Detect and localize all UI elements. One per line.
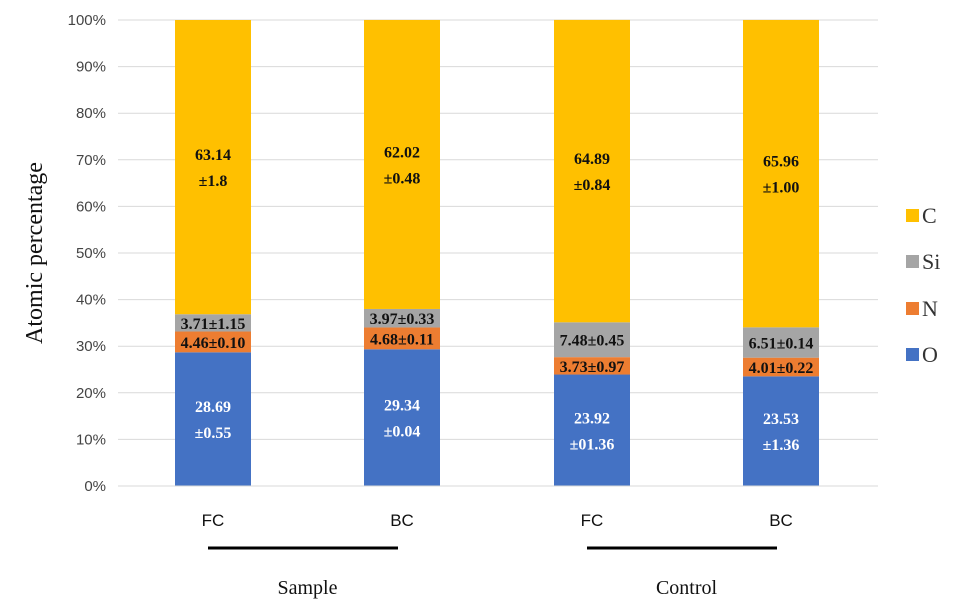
bar-segment-si xyxy=(554,322,630,358)
y-tick-label: 90% xyxy=(76,59,106,76)
data-label-o: 23.53 ±1.36 xyxy=(763,411,800,454)
data-label-o: 23.92 ±01.36 xyxy=(570,410,615,453)
bar-segment-c xyxy=(175,20,251,315)
y-tick-label: 60% xyxy=(76,198,106,215)
data-label-c: 64.89 ±0.84 xyxy=(574,151,611,194)
bar-segment-c xyxy=(743,19,819,328)
data-label-c: 62.02 ±0.48 xyxy=(384,144,421,187)
x-tick-label: FC xyxy=(202,511,225,530)
bar-segment-n xyxy=(175,331,251,353)
y-tick-label: 50% xyxy=(76,245,106,262)
bar-segment-o xyxy=(175,352,251,486)
legend-swatch-c xyxy=(906,209,919,222)
x-tick-label: BC xyxy=(769,511,793,530)
data-label-c: 65.96 ±1.00 xyxy=(763,154,800,197)
data-label-si: 3.97±0.33 xyxy=(370,311,435,328)
legend-label-si: Si xyxy=(922,249,940,274)
bar-segment-o xyxy=(743,376,819,486)
x-tick-label: BC xyxy=(390,511,414,530)
legend-swatch-si xyxy=(906,255,919,268)
x-axis-ticks: FC BC FC BC xyxy=(202,511,793,530)
data-label-c: 63.14 ±1.8 xyxy=(195,147,231,190)
group-label: Control xyxy=(656,577,718,599)
x-tick-label: FC xyxy=(581,511,604,530)
legend-label-c: C xyxy=(922,203,937,228)
bar-segment-c xyxy=(364,19,440,309)
data-label-si: 6.51±0.14 xyxy=(749,335,814,352)
bar-segment-n xyxy=(743,357,819,377)
y-axis-label: Atomic percentage xyxy=(22,162,48,344)
y-tick-label: 70% xyxy=(76,152,106,169)
y-tick-label: 100% xyxy=(68,12,106,29)
bar-segment-c xyxy=(554,19,630,323)
bar-segment-si xyxy=(175,314,251,332)
bar-segment-n xyxy=(364,327,440,350)
bar-segment-n xyxy=(554,357,630,375)
data-label-n: 3.73±0.97 xyxy=(560,359,625,376)
data-label-n: 4.01±0.22 xyxy=(749,360,814,377)
y-tick-label: 0% xyxy=(84,478,106,495)
segment-labels: 28.69 ±0.55 4.46±0.10 3.71±1.15 63.14 ±1.8 29.… xyxy=(181,144,814,454)
data-label-o: 28.69 ±0.55 xyxy=(195,399,232,442)
data-label-o: 29.34 ±0.04 xyxy=(384,398,421,441)
y-tick-label: 40% xyxy=(76,292,106,309)
legend-swatch-o xyxy=(906,348,919,361)
data-label-n: 4.68±0.11 xyxy=(370,331,434,348)
data-label-si: 3.71±1.15 xyxy=(181,316,246,333)
data-label-n: 4.46±0.10 xyxy=(181,335,246,352)
legend-label-n: N xyxy=(922,296,938,321)
legend-swatch-n xyxy=(906,302,919,315)
group-labels: Sample Control xyxy=(208,546,777,599)
bar-segment-o xyxy=(554,374,630,486)
bar-segment-si xyxy=(364,308,440,328)
y-tick-label: 20% xyxy=(76,385,106,402)
y-tick-label: 80% xyxy=(76,105,106,122)
y-axis-ticks: 0% 10% 20% 30% 40% 50% 60% 70% 80% 90% 100% xyxy=(68,12,106,495)
group-label: Sample xyxy=(278,577,338,599)
y-tick-label: 30% xyxy=(76,338,106,355)
bar-segment-o xyxy=(364,349,440,486)
y-tick-label: 10% xyxy=(76,431,106,448)
bar-segment-si xyxy=(743,327,819,358)
legend: C Si NO xyxy=(906,203,940,367)
legend-label-o: O xyxy=(922,342,938,367)
bars xyxy=(175,19,819,486)
data-label-si: 7.48±0.45 xyxy=(560,333,625,350)
